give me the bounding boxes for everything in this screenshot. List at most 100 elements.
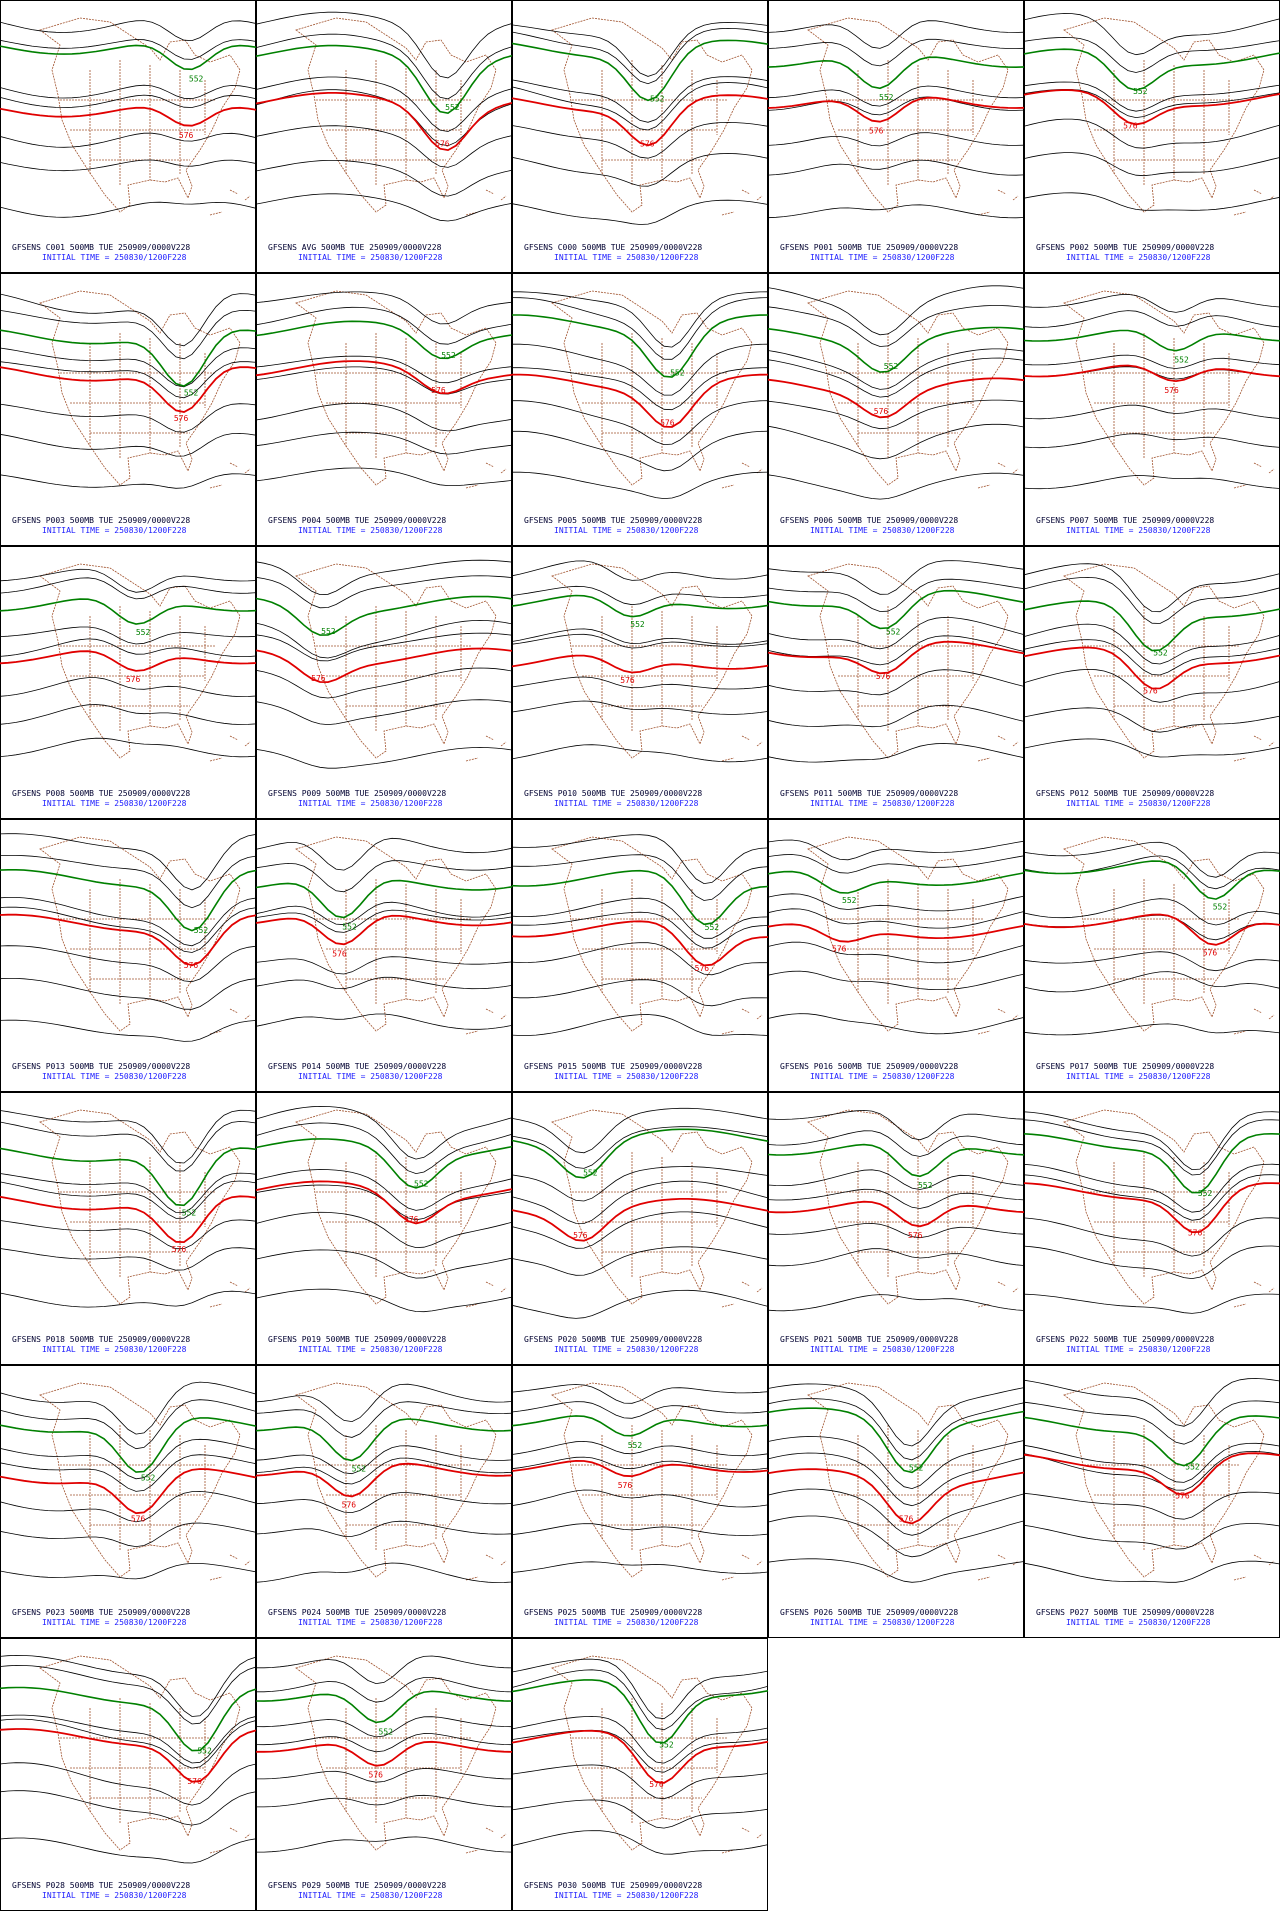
panel-title: GFSENS P013 500MB TUE 250909/0000V228 bbox=[12, 1062, 190, 1071]
panel-init-time: INITIAL TIME = 250830/1200F228 bbox=[298, 1345, 443, 1354]
panel-title: GFSENS P011 500MB TUE 250909/0000V228 bbox=[780, 789, 958, 798]
height-contour bbox=[0, 309, 257, 360]
height-contour bbox=[767, 1188, 1025, 1209]
panel-init-time: INITIAL TIME = 250830/1200F228 bbox=[554, 1891, 699, 1900]
contour-label: 552 bbox=[909, 1463, 924, 1472]
contour-label: 552 bbox=[842, 896, 857, 905]
panel-title: GFSENS P027 500MB TUE 250909/0000V228 bbox=[1036, 1608, 1214, 1617]
height-contour bbox=[255, 160, 513, 197]
map-panel: 552 576 GFSENS P011 500MB TUE 250909/0000V… bbox=[767, 546, 1025, 819]
height-contour bbox=[0, 945, 257, 983]
panel-init-time: INITIAL TIME = 250830/1200F228 bbox=[42, 1891, 187, 1900]
map-panel: 552 576 GFSENS P015 500MB TUE 250909/0000V… bbox=[511, 819, 769, 1092]
height-contour bbox=[255, 366, 513, 395]
height-contour bbox=[767, 204, 1025, 219]
height-contour bbox=[767, 1488, 1025, 1536]
height-contour bbox=[767, 1013, 1025, 1035]
contour-label: 576 bbox=[869, 127, 884, 136]
height-contour bbox=[255, 1122, 513, 1175]
contour-label: 576 bbox=[1143, 686, 1158, 695]
map-panel: 552 576 GFSENS P004 500MB TUE 250909/0000V… bbox=[255, 273, 513, 546]
height-contour bbox=[511, 1401, 769, 1419]
contour-576 bbox=[255, 647, 513, 684]
height-contour bbox=[0, 1664, 257, 1725]
contour-label: 576 bbox=[369, 1771, 384, 1780]
panel-init-time: INITIAL TIME = 250830/1200F228 bbox=[1066, 1618, 1211, 1627]
height-contour bbox=[0, 638, 257, 657]
height-contour bbox=[255, 291, 513, 325]
panel-border bbox=[768, 1092, 1024, 1365]
panel-border bbox=[1024, 1365, 1280, 1638]
contour-552 bbox=[255, 1418, 513, 1462]
map-panel: 552 576 GFSENS P028 500MB TUE 250909/0000V… bbox=[0, 1638, 257, 1911]
contour-label: 576 bbox=[573, 1231, 588, 1240]
height-contour bbox=[767, 839, 1025, 861]
height-contour bbox=[255, 1492, 513, 1514]
map-panel: 552 576 GFSENS AVG 500MB TUE 250909/0000V2… bbox=[255, 0, 513, 273]
height-contour bbox=[511, 1166, 769, 1202]
height-contour bbox=[767, 854, 1025, 874]
height-contour bbox=[511, 1289, 769, 1319]
contour-576 bbox=[767, 1200, 1025, 1228]
contour-552 bbox=[255, 595, 513, 636]
panel-init-time: INITIAL TIME = 250830/1200F228 bbox=[554, 1618, 699, 1627]
contour-label: 576 bbox=[1188, 1228, 1203, 1237]
contour-552 bbox=[255, 44, 513, 114]
contour-576 bbox=[511, 1729, 769, 1784]
height-contour bbox=[767, 20, 1025, 49]
height-contour bbox=[255, 1716, 513, 1738]
contour-576 bbox=[0, 913, 257, 967]
panel-border bbox=[1024, 273, 1280, 546]
height-contour bbox=[1023, 576, 1280, 624]
height-contour bbox=[255, 1013, 513, 1030]
height-contour bbox=[767, 1558, 1025, 1583]
height-contour bbox=[255, 1520, 513, 1537]
height-contour bbox=[255, 1733, 513, 1753]
height-contour bbox=[255, 860, 513, 893]
height-contour bbox=[767, 1452, 1025, 1507]
contour-576 bbox=[0, 1468, 257, 1515]
contour-576 bbox=[256, 1740, 513, 1767]
panel-init-time: INITIAL TIME = 250830/1200F228 bbox=[554, 1072, 699, 1081]
height-contour bbox=[767, 285, 1025, 336]
contour-552 bbox=[767, 1407, 1025, 1474]
contour-label: 552 bbox=[628, 1441, 643, 1450]
height-contour bbox=[511, 199, 769, 225]
contour-label: 576 bbox=[874, 407, 889, 416]
panel-init-time: INITIAL TIME = 250830/1200F228 bbox=[810, 1072, 955, 1081]
panel-title: GFSENS P001 500MB TUE 250909/0000V228 bbox=[780, 243, 958, 252]
panel-init-time: INITIAL TIME = 250830/1200F228 bbox=[298, 1891, 443, 1900]
height-contour bbox=[256, 1655, 513, 1685]
height-contour bbox=[255, 306, 513, 345]
contour-label: 552 bbox=[197, 1746, 212, 1755]
contour-label: 576 bbox=[649, 1780, 664, 1789]
height-contour bbox=[0, 833, 257, 891]
height-contour bbox=[1023, 738, 1280, 758]
height-contour bbox=[511, 628, 769, 645]
contour-label: 576 bbox=[332, 949, 347, 958]
contour-552 bbox=[1023, 600, 1280, 652]
contour-576 bbox=[511, 654, 769, 674]
map-panel: 552 576 GFSENS P022 500MB TUE 250909/0000V… bbox=[1023, 1092, 1280, 1365]
height-contour bbox=[0, 626, 257, 645]
contour-label: 552 bbox=[583, 1168, 598, 1177]
contour-label: 576 bbox=[342, 1500, 357, 1509]
height-contour bbox=[0, 1563, 257, 1580]
height-contour bbox=[511, 1456, 769, 1471]
height-contour bbox=[0, 1219, 257, 1250]
height-contour bbox=[1023, 1023, 1280, 1036]
map-panel: 552 576 GFSENS C001 500MB TUE 250909/0000V… bbox=[0, 0, 257, 273]
height-contour bbox=[0, 1290, 257, 1308]
height-contour bbox=[511, 834, 769, 885]
contour-552 bbox=[767, 1143, 1025, 1178]
contour-label: 552 bbox=[879, 93, 894, 102]
contour-576 bbox=[512, 373, 769, 428]
height-contour bbox=[767, 159, 1025, 176]
height-contour bbox=[0, 1762, 257, 1806]
contour-576 bbox=[255, 92, 513, 152]
panel-title: GFSENS P006 500MB TUE 250909/0000V228 bbox=[780, 516, 958, 525]
height-contour bbox=[1023, 1560, 1280, 1583]
height-contour bbox=[511, 22, 769, 77]
map-panel: 552 576 GFSENS P013 500MB TUE 250909/0000V… bbox=[0, 819, 257, 1092]
